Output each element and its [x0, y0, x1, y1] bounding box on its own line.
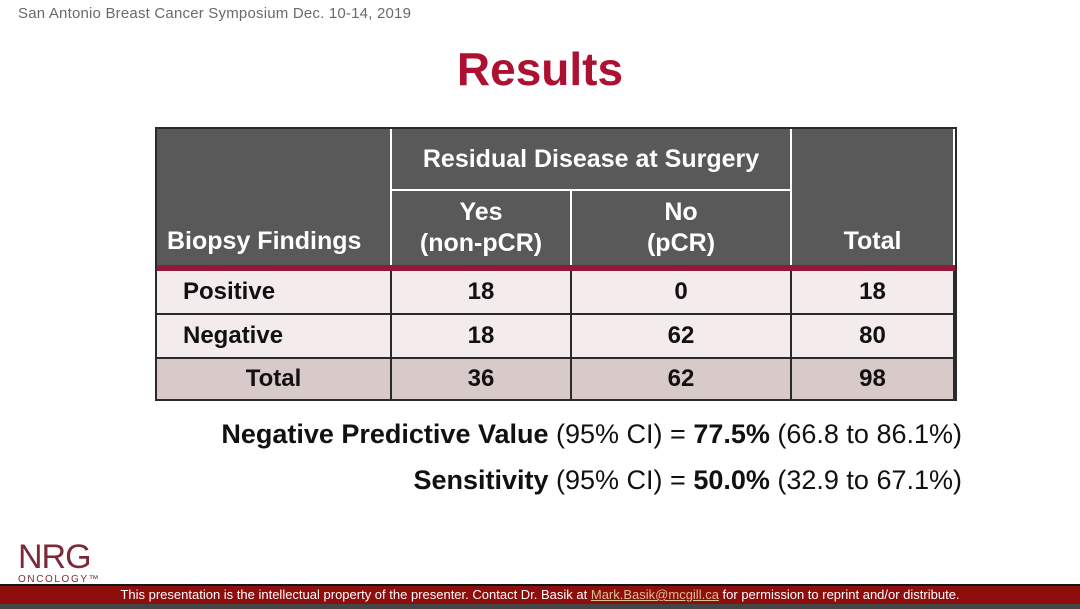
cell-total-yes: 36 [392, 359, 570, 399]
header-biopsy-findings: Biopsy Findings [157, 129, 390, 265]
conference-header: San Antonio Breast Cancer Symposium Dec.… [18, 5, 412, 22]
npv-label: Negative Predictive Value [221, 419, 549, 449]
cell-negative-yes: 18 [392, 315, 570, 357]
npv-value: 77.5% [693, 419, 770, 449]
header-no-pcr: No (pCR) [572, 191, 790, 265]
cell-total-total: 98 [792, 359, 953, 399]
page-title: Results [456, 43, 624, 95]
header-yes-line2: (non-pCR) [419, 229, 543, 257]
cell-positive-total: 18 [792, 271, 953, 313]
footer-notice: This presentation is the intellectual pr… [0, 584, 1080, 604]
footer-bottom-strip [0, 604, 1080, 609]
table-header: Biopsy Findings Residual Disease at Surg… [157, 129, 955, 265]
table-body: Positive 18 0 18 Negative 18 62 80 Total… [157, 271, 955, 399]
cell-negative-total: 80 [792, 315, 953, 357]
npv-line: Negative Predictive Value (95% CI) = 77.… [221, 411, 962, 457]
sensitivity-line: Sensitivity (95% CI) = 50.0% (32.9 to 67… [221, 457, 962, 503]
results-table: Biopsy Findings Residual Disease at Surg… [155, 127, 957, 401]
sensitivity-ci: (95% CI) = [548, 465, 694, 495]
header-no-line2: (pCR) [646, 229, 716, 257]
footer-text-before: This presentation is the intellectual pr… [120, 587, 591, 602]
cell-negative-no: 62 [572, 315, 790, 357]
header-no-line1: No [664, 197, 698, 226]
cell-total-no: 62 [572, 359, 790, 399]
header-total: Total [792, 129, 953, 265]
email-link[interactable]: Mark.Basik@mcgill.ca [590, 587, 719, 602]
footer: This presentation is the intellectual pr… [0, 584, 1080, 609]
npv-range: (66.8 to 86.1%) [769, 419, 962, 449]
footer-text-after: for permission to reprint and/or distrib… [718, 587, 960, 602]
npv-ci: (95% CI) = [548, 419, 694, 449]
nrg-logo-text: NRG [18, 538, 92, 576]
sensitivity-value: 50.0% [693, 465, 770, 495]
nrg-oncology-text: ONCOLOGY™ [18, 574, 101, 585]
cell-positive-yes: 18 [392, 271, 570, 313]
header-yes-nonpcr: Yes (non-pCR) [392, 191, 570, 265]
header-yes-line1: Yes [459, 197, 503, 226]
sensitivity-label: Sensitivity [413, 465, 549, 495]
statistics-block: Negative Predictive Value (95% CI) = 77.… [221, 411, 962, 503]
header-residual-disease: Residual Disease at Surgery [392, 129, 790, 189]
row-total-label: Total [157, 359, 390, 399]
row-positive-label: Positive [157, 271, 390, 313]
sensitivity-range: (32.9 to 67.1%) [769, 465, 962, 495]
row-negative-label: Negative [157, 315, 390, 357]
header-divider [157, 265, 955, 271]
nrg-oncology-logo: NRG ONCOLOGY™ [18, 538, 101, 585]
cell-positive-no: 0 [572, 271, 790, 313]
